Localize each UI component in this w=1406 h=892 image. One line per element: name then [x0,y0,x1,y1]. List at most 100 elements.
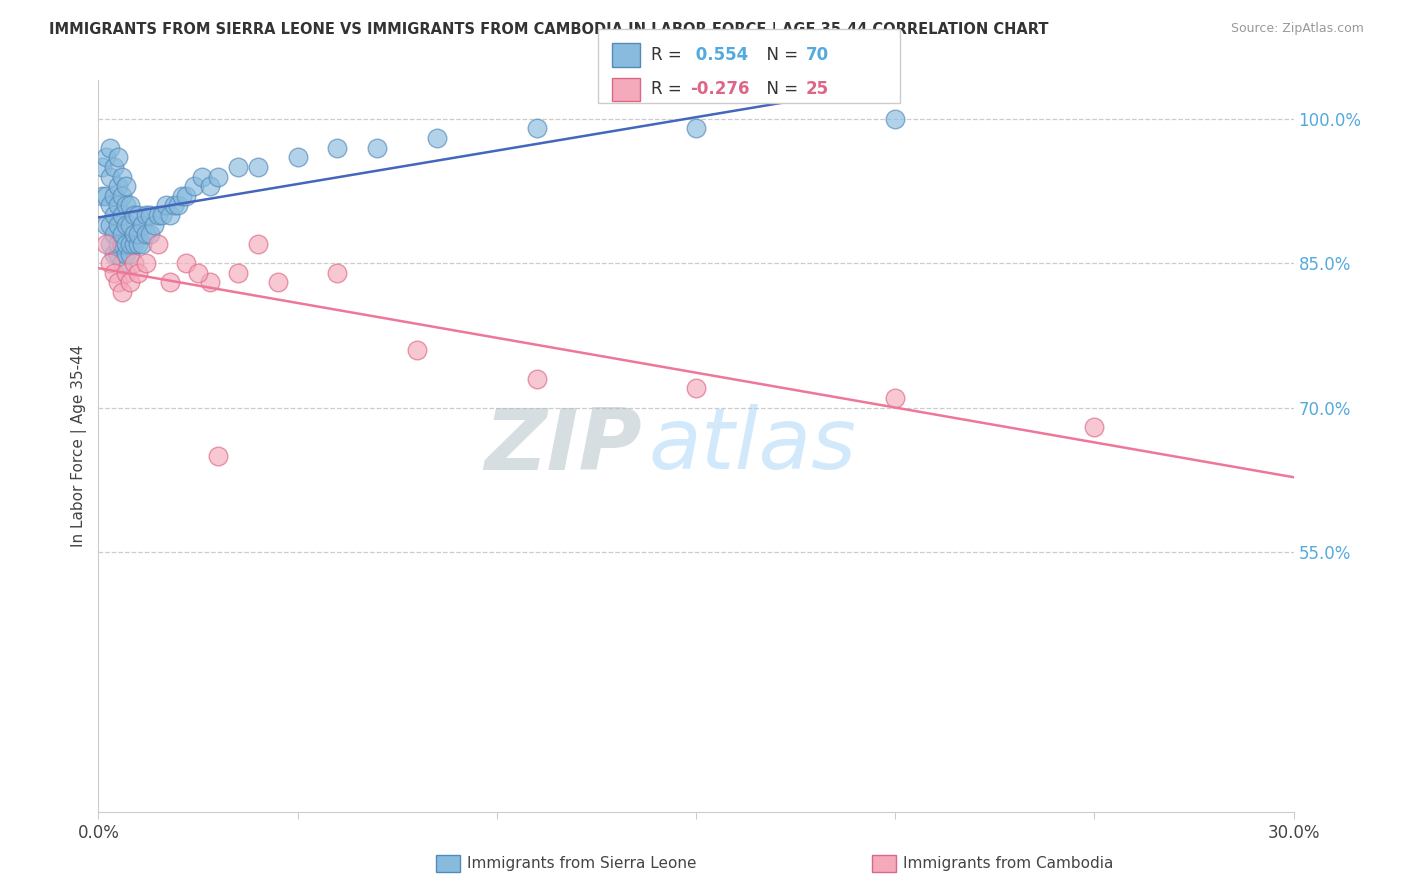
Point [103,208,125,222]
Point [98,169,122,184]
Point [287,150,309,164]
Point [135,227,157,242]
Point [207,169,229,184]
Text: Immigrants from Sierra Leone: Immigrants from Sierra Leone [467,856,696,871]
Point [98,236,122,251]
Point [120,246,142,260]
Point [107,150,129,164]
Point [884,112,907,126]
Point [526,371,548,385]
Point [127,266,149,280]
Text: Immigrants from Cambodia: Immigrants from Cambodia [903,856,1114,871]
Point [107,236,129,251]
Text: IMMIGRANTS FROM SIERRA LEONE VS IMMIGRANTS FROM CAMBODIA IN LABOR FORCE | AGE 35: IMMIGRANTS FROM SIERRA LEONE VS IMMIGRAN… [49,22,1049,38]
Point [127,208,149,222]
Point [326,266,349,280]
Point [127,236,149,251]
Point [120,236,142,251]
Point [124,208,146,222]
Point [115,179,138,194]
Point [124,256,146,270]
Point [207,449,229,463]
Point [183,179,205,194]
Text: ZIP: ZIP [485,404,643,488]
Point [115,198,138,212]
Point [96,150,118,164]
Text: 25: 25 [806,80,828,98]
Point [111,208,134,222]
Point [198,276,221,290]
Text: N =: N = [756,80,804,98]
Point [96,188,118,202]
Point [163,198,186,212]
Text: 0.554: 0.554 [690,46,748,64]
Point [103,188,125,202]
Point [246,160,269,174]
Point [1083,419,1105,434]
Text: atlas: atlas [648,404,856,488]
Point [884,391,907,405]
Point [187,266,209,280]
Point [115,246,138,260]
Point [103,266,125,280]
Point [98,218,122,232]
Point [426,131,449,145]
Point [246,236,269,251]
Point [198,179,221,194]
Point [159,208,181,222]
Text: N =: N = [756,46,804,64]
Point [111,227,134,242]
Text: R =: R = [651,80,688,98]
Point [131,236,153,251]
Point [174,188,197,202]
Point [326,141,349,155]
Point [148,208,170,222]
Y-axis label: In Labor Force | Age 35-44: In Labor Force | Age 35-44 [72,345,87,547]
Point [139,208,162,222]
Text: Source: ZipAtlas.com: Source: ZipAtlas.com [1230,22,1364,36]
Point [103,160,125,174]
Point [107,198,129,212]
Point [226,266,249,280]
Point [267,276,290,290]
Point [98,141,122,155]
Point [124,227,146,242]
Point [120,198,142,212]
Point [172,188,194,202]
Point [148,236,170,251]
Point [406,343,429,357]
Point [191,169,214,184]
Point [98,198,122,212]
Point [226,160,249,174]
Point [103,227,125,242]
Point [91,160,114,174]
Point [115,236,138,251]
Point [135,208,157,222]
Point [96,236,118,251]
Point [111,256,134,270]
Point [115,218,138,232]
Point [107,246,129,260]
Point [167,198,190,212]
Text: R =: R = [651,46,688,64]
Point [111,236,134,251]
Point [107,179,129,194]
Point [96,218,118,232]
Text: -0.276: -0.276 [690,80,749,98]
Point [155,198,177,212]
Point [111,285,134,299]
Point [685,381,707,395]
Point [120,218,142,232]
Point [131,218,153,232]
Point [120,276,142,290]
Point [127,227,149,242]
Point [111,169,134,184]
Text: 70: 70 [806,46,828,64]
Point [174,256,197,270]
Point [143,218,166,232]
Point [139,227,162,242]
Point [107,276,129,290]
Point [103,246,125,260]
Point [115,266,138,280]
Point [150,208,173,222]
